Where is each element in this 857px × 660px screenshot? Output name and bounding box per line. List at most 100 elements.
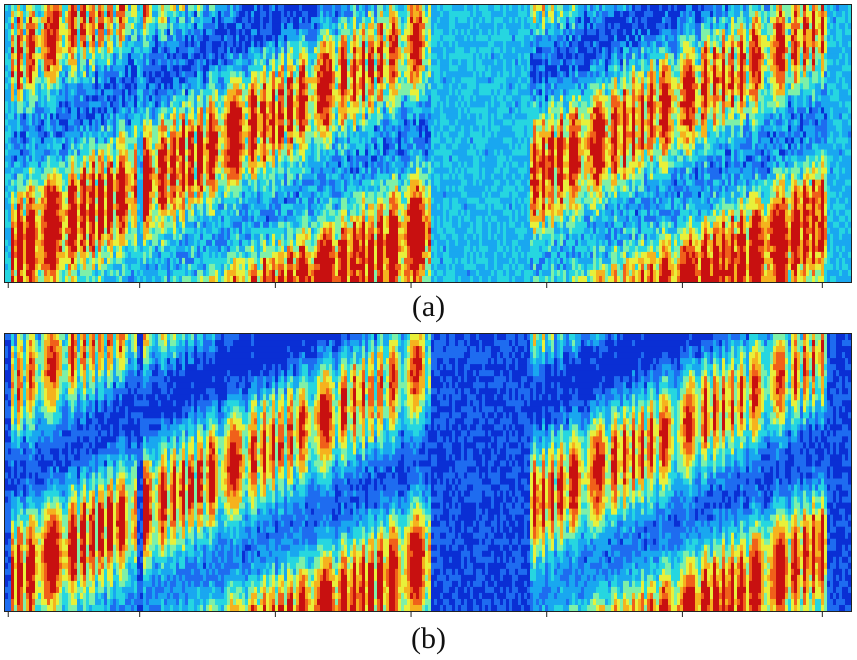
spectrogram-cell [176, 71, 180, 78]
spectrogram-cell [221, 209, 225, 217]
spectrogram-cell [158, 119, 162, 127]
spectrogram-cell [53, 53, 57, 60]
spectrogram-cell [227, 173, 231, 181]
spectrogram-cell [107, 59, 111, 66]
spectrogram-cell [86, 209, 90, 217]
spectrogram-cell [122, 209, 126, 217]
spectrogram-cell [122, 119, 126, 127]
spectrogram-cell [128, 155, 132, 163]
spectrogram-cell [83, 17, 87, 24]
spectrogram-cell [44, 119, 48, 127]
spectrogram-cell [38, 269, 42, 277]
spectrogram-cell [65, 257, 69, 265]
spectrogram-cell [113, 83, 117, 90]
spectrogram-cell [236, 155, 240, 163]
spectrogram-cell [176, 131, 180, 139]
spectrogram-cell [218, 263, 222, 271]
spectrogram-cell [53, 17, 57, 24]
spectrogram-cell [257, 131, 261, 139]
spectrogram-cell [29, 197, 33, 205]
spectrogram-cell [194, 149, 198, 157]
spectrogram-cell [128, 125, 132, 133]
spectrogram-cell [194, 17, 198, 24]
spectrogram-cell [14, 101, 18, 108]
spectrogram-cell [8, 11, 12, 18]
spectrogram-cell [101, 221, 105, 229]
spectrogram-cell [194, 11, 198, 18]
spectrogram-cell [170, 209, 174, 217]
spectrogram-cell [185, 95, 189, 102]
spectrogram-cell [167, 269, 171, 277]
spectrogram-cell [71, 59, 75, 66]
spectrogram-cell [65, 47, 69, 54]
spectrogram-cell [248, 221, 252, 229]
spectrogram-cell [35, 185, 39, 193]
spectrogram-cell [50, 131, 54, 139]
spectrogram-cell [146, 257, 150, 265]
spectrogram-cell [137, 215, 141, 223]
spectrogram-cell [80, 113, 84, 121]
spectrogram-cell [5, 11, 9, 18]
spectrogram-cell [38, 251, 42, 259]
spectrogram-cell [89, 209, 93, 217]
spectrogram-cell [20, 167, 24, 175]
spectrogram-cell [59, 17, 63, 24]
spectrogram-cell [23, 35, 27, 42]
spectrogram-cell [80, 53, 84, 60]
spectrogram-cell [89, 47, 93, 54]
spectrogram-cell [65, 167, 69, 175]
spectrogram-cell [20, 143, 24, 151]
spectrogram-cell [134, 233, 138, 241]
spectrogram-cell [104, 95, 108, 102]
spectrogram-cell [176, 173, 180, 181]
spectrogram-cell [116, 227, 120, 235]
spectrogram-cell [26, 239, 30, 247]
spectrogram-cell [242, 59, 246, 66]
spectrogram-cell [107, 83, 111, 90]
spectrogram-cell [233, 233, 237, 241]
spectrogram-cell [161, 155, 165, 163]
spectrogram-cell [215, 209, 219, 217]
spectrogram-cell [215, 77, 219, 84]
spectrogram-cell [161, 5, 165, 12]
spectrogram-cell [173, 197, 177, 205]
spectrogram-cell [65, 77, 69, 84]
spectrogram-cell [215, 119, 219, 127]
spectrogram-cell [32, 239, 36, 247]
spectrogram-cell [107, 191, 111, 199]
spectrogram-cell [14, 155, 18, 163]
spectrogram-cell [194, 41, 198, 48]
spectrogram-cell [80, 269, 84, 277]
spectrogram-cell [89, 257, 93, 265]
spectrogram-cell [29, 11, 33, 18]
spectrogram-cell [71, 167, 75, 175]
spectrogram-cell [11, 251, 15, 259]
spectrogram-cell [5, 161, 9, 169]
spectrogram-cell [269, 47, 273, 54]
spectrogram-cell [140, 257, 144, 265]
spectrogram-cell [158, 245, 162, 253]
spectrogram-cell [125, 215, 129, 223]
spectrogram-cell [251, 245, 255, 253]
spectrogram-cell [194, 125, 198, 133]
spectrogram-cell [20, 101, 24, 108]
spectrogram-cell [56, 5, 60, 12]
spectrogram-cell [26, 203, 30, 211]
spectrogram-cell [269, 203, 273, 211]
spectrogram-cell [224, 185, 228, 193]
spectrogram-cell [182, 119, 186, 127]
spectrogram-cell [77, 149, 81, 157]
spectrogram-cell [191, 53, 195, 60]
spectrogram-cell [119, 71, 123, 78]
spectrogram-cell [158, 47, 162, 54]
spectrogram-cell [83, 5, 87, 12]
spectrogram-cell [95, 149, 99, 157]
spectrogram-cell [221, 155, 225, 163]
spectrogram-cell [206, 203, 210, 211]
spectrogram-cell [164, 113, 168, 121]
spectrogram-cell [209, 125, 213, 133]
spectrogram-cell [260, 23, 264, 30]
spectrogram-cell [107, 47, 111, 54]
spectrogram-cell [236, 197, 240, 205]
spectrogram-cell [212, 83, 216, 90]
